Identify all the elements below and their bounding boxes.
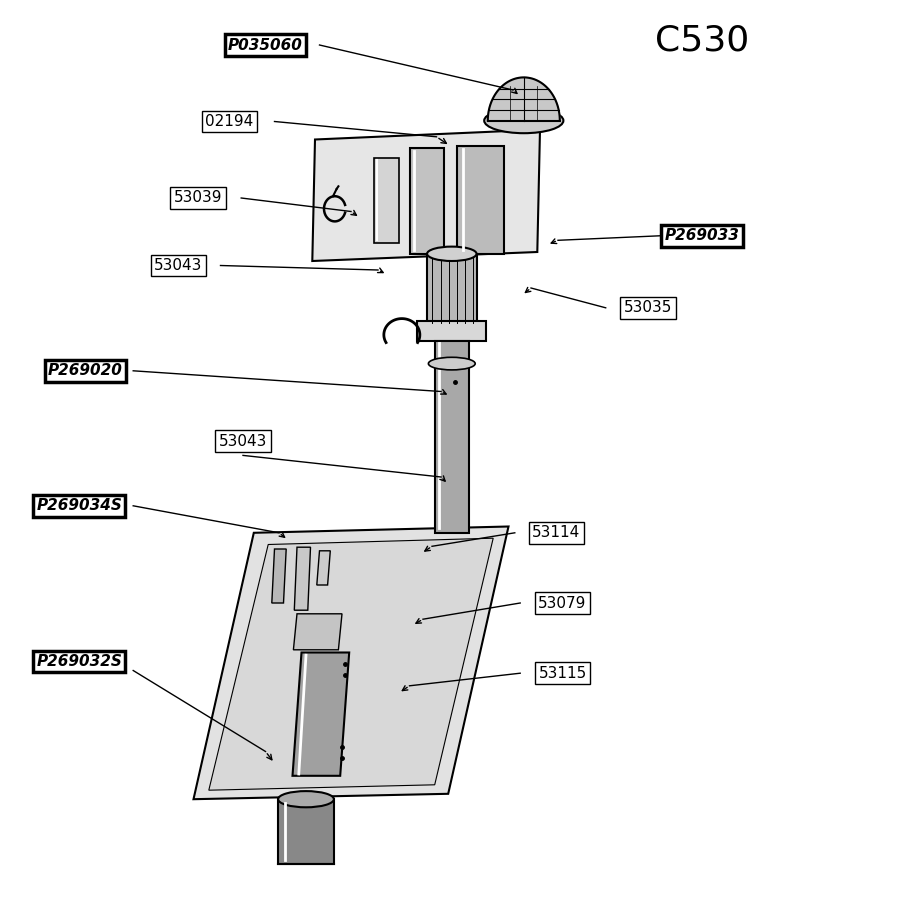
Polygon shape	[209, 538, 493, 790]
Polygon shape	[293, 614, 342, 650]
Text: P035060: P035060	[228, 38, 303, 52]
Text: 53043: 53043	[219, 434, 267, 448]
Bar	[410, 148, 444, 254]
Polygon shape	[292, 652, 349, 776]
Text: 53043: 53043	[154, 258, 202, 273]
Polygon shape	[312, 130, 540, 261]
Ellipse shape	[278, 791, 334, 807]
Text: C530: C530	[655, 23, 749, 58]
Ellipse shape	[427, 247, 477, 261]
Polygon shape	[194, 526, 508, 799]
Bar	[278, 799, 334, 864]
Bar	[418, 321, 486, 341]
Ellipse shape	[484, 108, 563, 133]
Text: 53035: 53035	[624, 301, 672, 315]
Text: 53039: 53039	[174, 191, 222, 205]
Text: 53114: 53114	[532, 526, 580, 540]
Polygon shape	[317, 551, 330, 585]
Bar	[427, 254, 477, 326]
Text: 53115: 53115	[538, 666, 587, 680]
Polygon shape	[272, 549, 286, 603]
Text: 02194: 02194	[205, 114, 254, 129]
Text: 53079: 53079	[538, 596, 587, 610]
Bar	[457, 146, 504, 254]
Text: P269032S: P269032S	[36, 654, 122, 669]
Polygon shape	[488, 77, 560, 121]
Bar	[374, 158, 399, 243]
Ellipse shape	[428, 357, 475, 370]
Text: P269034S: P269034S	[36, 499, 122, 513]
Polygon shape	[294, 547, 310, 610]
Bar	[435, 341, 469, 533]
Text: P269020: P269020	[48, 364, 123, 378]
Text: P269033: P269033	[664, 229, 740, 243]
